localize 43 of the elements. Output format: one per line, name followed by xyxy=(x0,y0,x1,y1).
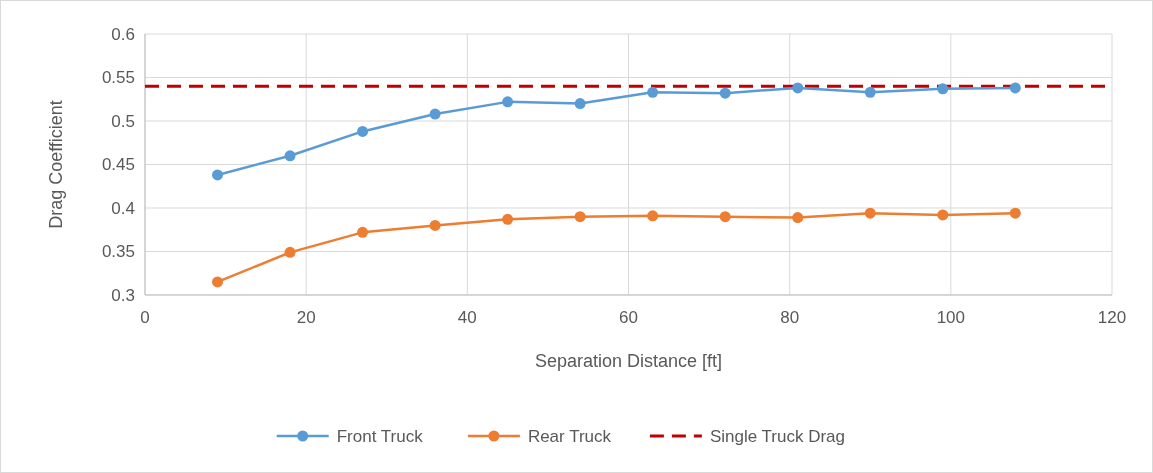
y-tick-label: 0.3 xyxy=(111,285,135,305)
y-tick-label: 0.35 xyxy=(101,242,135,262)
x-tick-label: 0 xyxy=(140,308,150,327)
point xyxy=(792,212,804,224)
x-axis-title: Separation Distance [ft] xyxy=(534,351,723,371)
y-tick-label: 0.6 xyxy=(111,24,135,44)
point xyxy=(212,169,224,181)
legend-label: Front Truck xyxy=(336,426,424,446)
point xyxy=(284,150,296,162)
point xyxy=(1009,207,1021,219)
point xyxy=(574,98,586,110)
point xyxy=(647,86,659,98)
point xyxy=(357,226,369,238)
x-tick-label: 120 xyxy=(1097,308,1127,327)
point xyxy=(719,87,731,99)
point xyxy=(502,96,514,108)
y-tick-label: 0.55 xyxy=(101,68,135,88)
x-tick-label: 40 xyxy=(457,308,477,327)
point xyxy=(719,211,731,223)
point xyxy=(647,210,659,222)
point xyxy=(284,246,296,258)
legend-label: Rear Truck xyxy=(527,426,612,446)
y-tick-label: 0.5 xyxy=(111,111,135,131)
point xyxy=(502,213,514,225)
point xyxy=(864,207,876,219)
point xyxy=(1009,82,1021,94)
x-tick-label: 20 xyxy=(296,308,316,327)
point xyxy=(357,125,369,137)
point xyxy=(212,276,224,288)
y-tick-label: 0.4 xyxy=(111,198,135,218)
legend-label: Single Truck Drag xyxy=(709,426,846,446)
x-tick-label: 60 xyxy=(619,308,638,327)
y-axis-title: Drag Coefficient xyxy=(46,100,66,229)
point xyxy=(864,86,876,98)
point xyxy=(429,108,441,120)
point xyxy=(937,209,949,221)
x-tick-label: 80 xyxy=(780,308,800,327)
point xyxy=(429,219,441,231)
point xyxy=(574,211,586,223)
point xyxy=(792,82,804,94)
x-tick-label: 100 xyxy=(936,308,966,327)
point xyxy=(937,83,949,95)
y-tick-label: 0.45 xyxy=(101,155,135,175)
